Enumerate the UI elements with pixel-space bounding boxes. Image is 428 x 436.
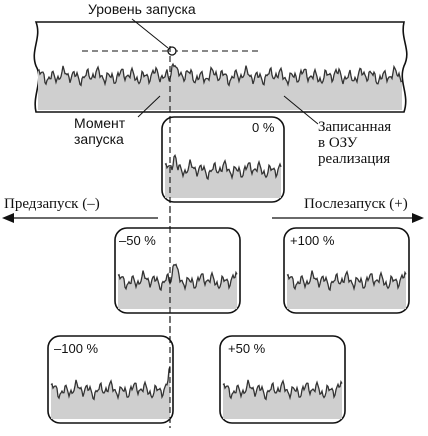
panel-fill	[165, 155, 281, 198]
panel-waveform	[286, 269, 407, 292]
panel-waveform	[164, 154, 282, 181]
panel-fill	[223, 379, 342, 419]
recorded-label-line3: реализация	[318, 151, 390, 167]
panel-fill	[51, 366, 170, 419]
posttrigger-label: Послезапуск (+)	[304, 196, 408, 212]
recorded-leader	[283, 95, 319, 125]
trigger-moment-label-line1: Момент	[74, 115, 126, 131]
posttrigger-arrow	[272, 213, 424, 223]
panel-plus-100-percent: +100 %	[283, 227, 410, 314]
panel-label: –100 %	[54, 341, 99, 356]
pretrigger-arrow	[2, 213, 158, 223]
panel-fill	[287, 270, 406, 309]
signal-strip-waveform	[37, 62, 403, 87]
trigger-point	[167, 46, 177, 56]
recorded-label-line1: Записанная	[318, 119, 391, 135]
panel-plus-50-percent: +50 %	[219, 335, 346, 424]
panel-label: 0 %	[252, 120, 275, 135]
trigger-level-label: Уровень запуска	[88, 1, 196, 17]
recorded-label-line2: в ОЗУ	[318, 135, 358, 151]
panel-label: +50 %	[228, 341, 266, 356]
trigger-level-leader	[131, 18, 169, 49]
panel-0-percent: 0 %	[161, 116, 285, 203]
panel-fill	[118, 264, 237, 309]
trigger-moment-leader	[137, 95, 161, 118]
panel-label: +100 %	[290, 233, 335, 248]
trigger-moment-label-line2: запуска	[74, 131, 124, 147]
panel-label: –50 %	[119, 233, 156, 248]
panel-minus-100-percent: –100 %	[47, 335, 174, 424]
panel-waveform	[50, 366, 171, 401]
signal-strip-fill	[38, 64, 402, 110]
pretrigger-label: Предзапуск (–)	[4, 196, 100, 212]
panel-waveform	[117, 263, 238, 292]
signal-strip	[33, 21, 408, 113]
panel-minus-50-percent: –50 %	[114, 227, 241, 314]
panel-waveform	[222, 379, 343, 401]
